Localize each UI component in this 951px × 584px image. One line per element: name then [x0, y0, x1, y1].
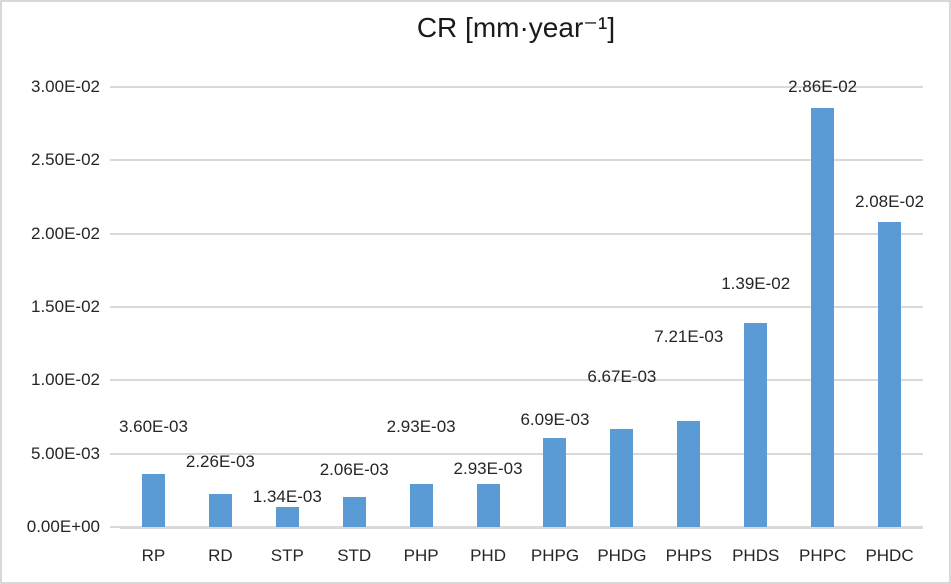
gridline [120, 232, 923, 235]
bar-phpg [543, 438, 566, 527]
gridline [120, 526, 923, 529]
gridline [120, 379, 923, 382]
y-axis-tick [110, 452, 127, 455]
bar-phdg [610, 429, 633, 527]
y-axis-label: 3.00E-02 [31, 77, 100, 96]
y-axis-tick [110, 526, 127, 528]
data-label-rp: 3.60E-03 [118, 417, 188, 436]
x-axis-label-phds: PHDS [732, 546, 780, 565]
y-axis-label: 2.50E-02 [31, 150, 100, 170]
bar-phps [677, 421, 700, 527]
x-axis-label-phd: PHD [470, 546, 506, 565]
y-axis-tick [110, 86, 127, 88]
gridline [120, 86, 923, 88]
y-axis-tick [110, 159, 127, 162]
bar-phpc [811, 108, 834, 527]
data-label-phpc: 2.86E-02 [788, 77, 858, 96]
data-label-phps: 7.21E-03 [654, 327, 724, 346]
y-axis-label: 1.00E-02 [31, 370, 100, 390]
bar-phds [744, 323, 767, 527]
gridline [120, 452, 923, 455]
bar-phdc [878, 222, 901, 527]
y-axis-label: 1.50E-02 [31, 297, 100, 316]
x-axis-label-phdc: PHDC [865, 546, 914, 565]
bar-std [343, 497, 366, 527]
x-axis-label-rp: RP [141, 546, 166, 565]
x-axis-label-php: PHP [403, 546, 439, 565]
bar-rp [142, 474, 165, 527]
data-label-phdg: 6.67E-03 [587, 367, 657, 386]
y-axis-label: 0.00E+00 [26, 517, 100, 536]
bar-php [410, 484, 433, 527]
y-axis-label: 2.00E-02 [31, 223, 100, 243]
y-axis-tick [110, 306, 127, 308]
data-label-stp: 1.34E-03 [252, 487, 322, 506]
data-label-rd: 2.26E-03 [185, 452, 255, 471]
data-label-phpg: 6.09E-03 [520, 410, 590, 429]
data-label-phd: 2.93E-03 [453, 459, 523, 478]
gridline [120, 306, 923, 308]
data-label-phdc: 2.08E-02 [855, 192, 925, 211]
gridline [120, 159, 923, 162]
y-axis-tick [110, 379, 127, 382]
bar-phd [477, 484, 500, 527]
y-axis-label: 5.00E-03 [31, 443, 100, 463]
x-axis-label-stp: STP [270, 546, 304, 565]
data-label-php: 2.93E-03 [386, 417, 456, 436]
data-label-std: 2.06E-03 [319, 460, 389, 479]
y-axis-tick [110, 232, 127, 235]
x-axis-label-rd: RD [208, 546, 233, 565]
bar-stp [276, 507, 299, 527]
x-axis-label-phps: PHPS [665, 546, 712, 565]
data-label-phds: 1.39E-02 [721, 274, 791, 293]
x-axis-label-phdg: PHDG [597, 546, 647, 565]
bar-rd [209, 494, 232, 527]
chart-title: CR [mm·year⁻¹] [416, 12, 616, 43]
x-axis-label-std: STD [337, 546, 372, 565]
x-axis-label-phpg: PHPG [530, 546, 580, 565]
x-axis-label-phpc: PHPC [799, 546, 847, 565]
